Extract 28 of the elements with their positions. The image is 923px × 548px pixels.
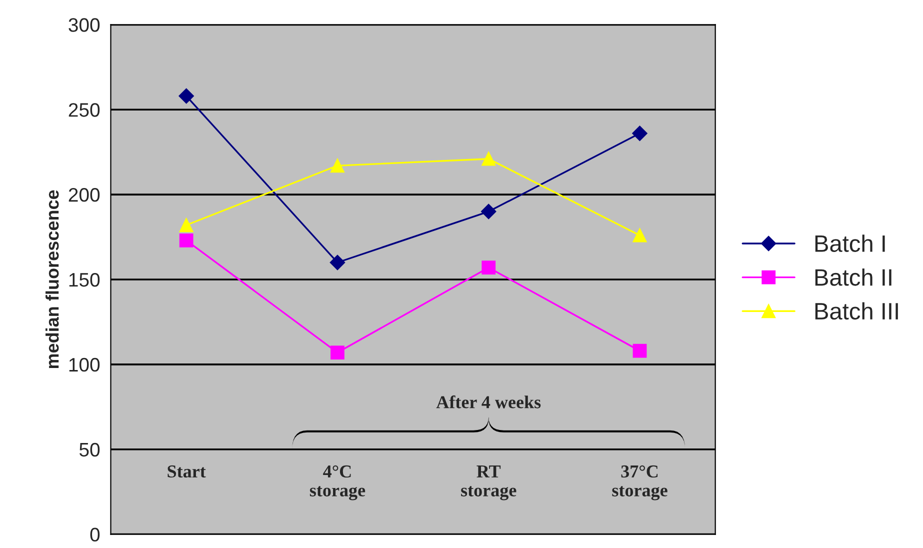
legend-label: Batch II xyxy=(815,268,892,286)
x-tick-label: Start xyxy=(168,465,206,478)
x-tick-label: RT storage xyxy=(461,466,516,500)
y-tick-label: 150 xyxy=(69,272,100,287)
legend-label: Batch I xyxy=(815,234,885,252)
y-tick-label: 0 xyxy=(90,528,100,542)
point xyxy=(632,126,648,141)
point xyxy=(330,254,346,270)
point xyxy=(482,152,496,166)
legend-label: Batch III xyxy=(815,302,898,320)
point xyxy=(179,218,194,232)
point xyxy=(179,233,194,248)
point xyxy=(481,204,496,220)
point xyxy=(632,228,647,242)
y-tick-label: 200 xyxy=(68,188,100,202)
x-tick-label: 4°C storage xyxy=(310,465,366,500)
y-tick-label: 100 xyxy=(69,358,100,372)
y-tick-label: 50 xyxy=(79,442,100,457)
y-tick-label: 300 xyxy=(68,18,100,32)
y-axis-title: median fluorescence xyxy=(46,190,59,368)
point xyxy=(632,344,647,358)
point xyxy=(330,158,344,173)
x-tick-label: 37°C storage xyxy=(612,465,668,500)
point xyxy=(482,260,496,275)
annotation: After 4 weeks xyxy=(436,395,541,408)
point xyxy=(330,346,344,360)
y-tick-label: 250 xyxy=(68,103,100,117)
point xyxy=(178,88,194,104)
